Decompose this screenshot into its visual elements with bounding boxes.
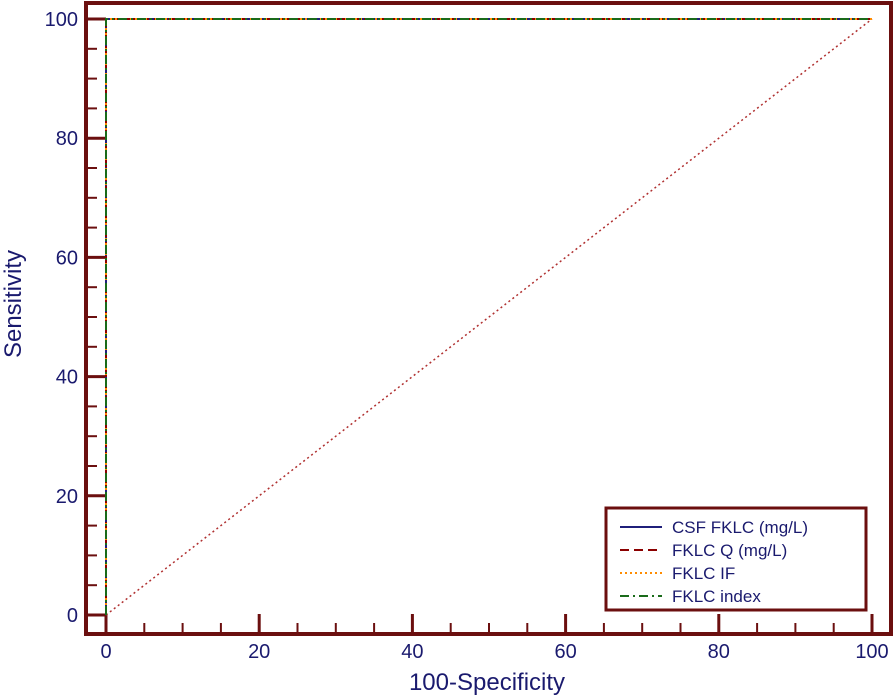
y-tick-label: 100 — [45, 9, 78, 31]
x-tick-label: 20 — [248, 641, 270, 663]
axes-layer: 0 20 40 60 80 100 0 20 40 60 80 100 — [45, 1, 893, 663]
x-axis-label: 100-Specificity — [409, 669, 565, 696]
y-tick-label: 20 — [56, 486, 78, 508]
x-tick-label: 60 — [554, 641, 576, 663]
x-tick-label: 40 — [401, 641, 423, 663]
legend-label: FKLC Q (mg/L) — [672, 541, 787, 560]
legend: CSF FKLC (mg/L) FKLC Q (mg/L) FKLC IF FKLC … — [604, 506, 868, 612]
y-tick-label: 80 — [56, 128, 78, 150]
reference-layer — [105, 18, 873, 616]
legend-box — [604, 506, 868, 612]
y-axis-label: Sensitivity — [0, 250, 27, 358]
y-tick-label: 60 — [56, 247, 78, 269]
x-tick-label: 80 — [708, 641, 730, 663]
y-tick-label: 0 — [67, 605, 78, 627]
legend-label: FKLC IF — [672, 564, 735, 583]
series-line-4 — [105, 18, 872, 615]
legend-label: CSF FKLC (mg/L) — [672, 518, 808, 537]
y-tick-label: 40 — [56, 367, 78, 389]
x-tick-label: 0 — [100, 641, 111, 663]
x-tick-label: 100 — [855, 641, 888, 663]
reference-diagonal-line — [105, 18, 873, 616]
series-layer — [105, 18, 872, 615]
legend-label: FKLC index — [672, 587, 761, 606]
